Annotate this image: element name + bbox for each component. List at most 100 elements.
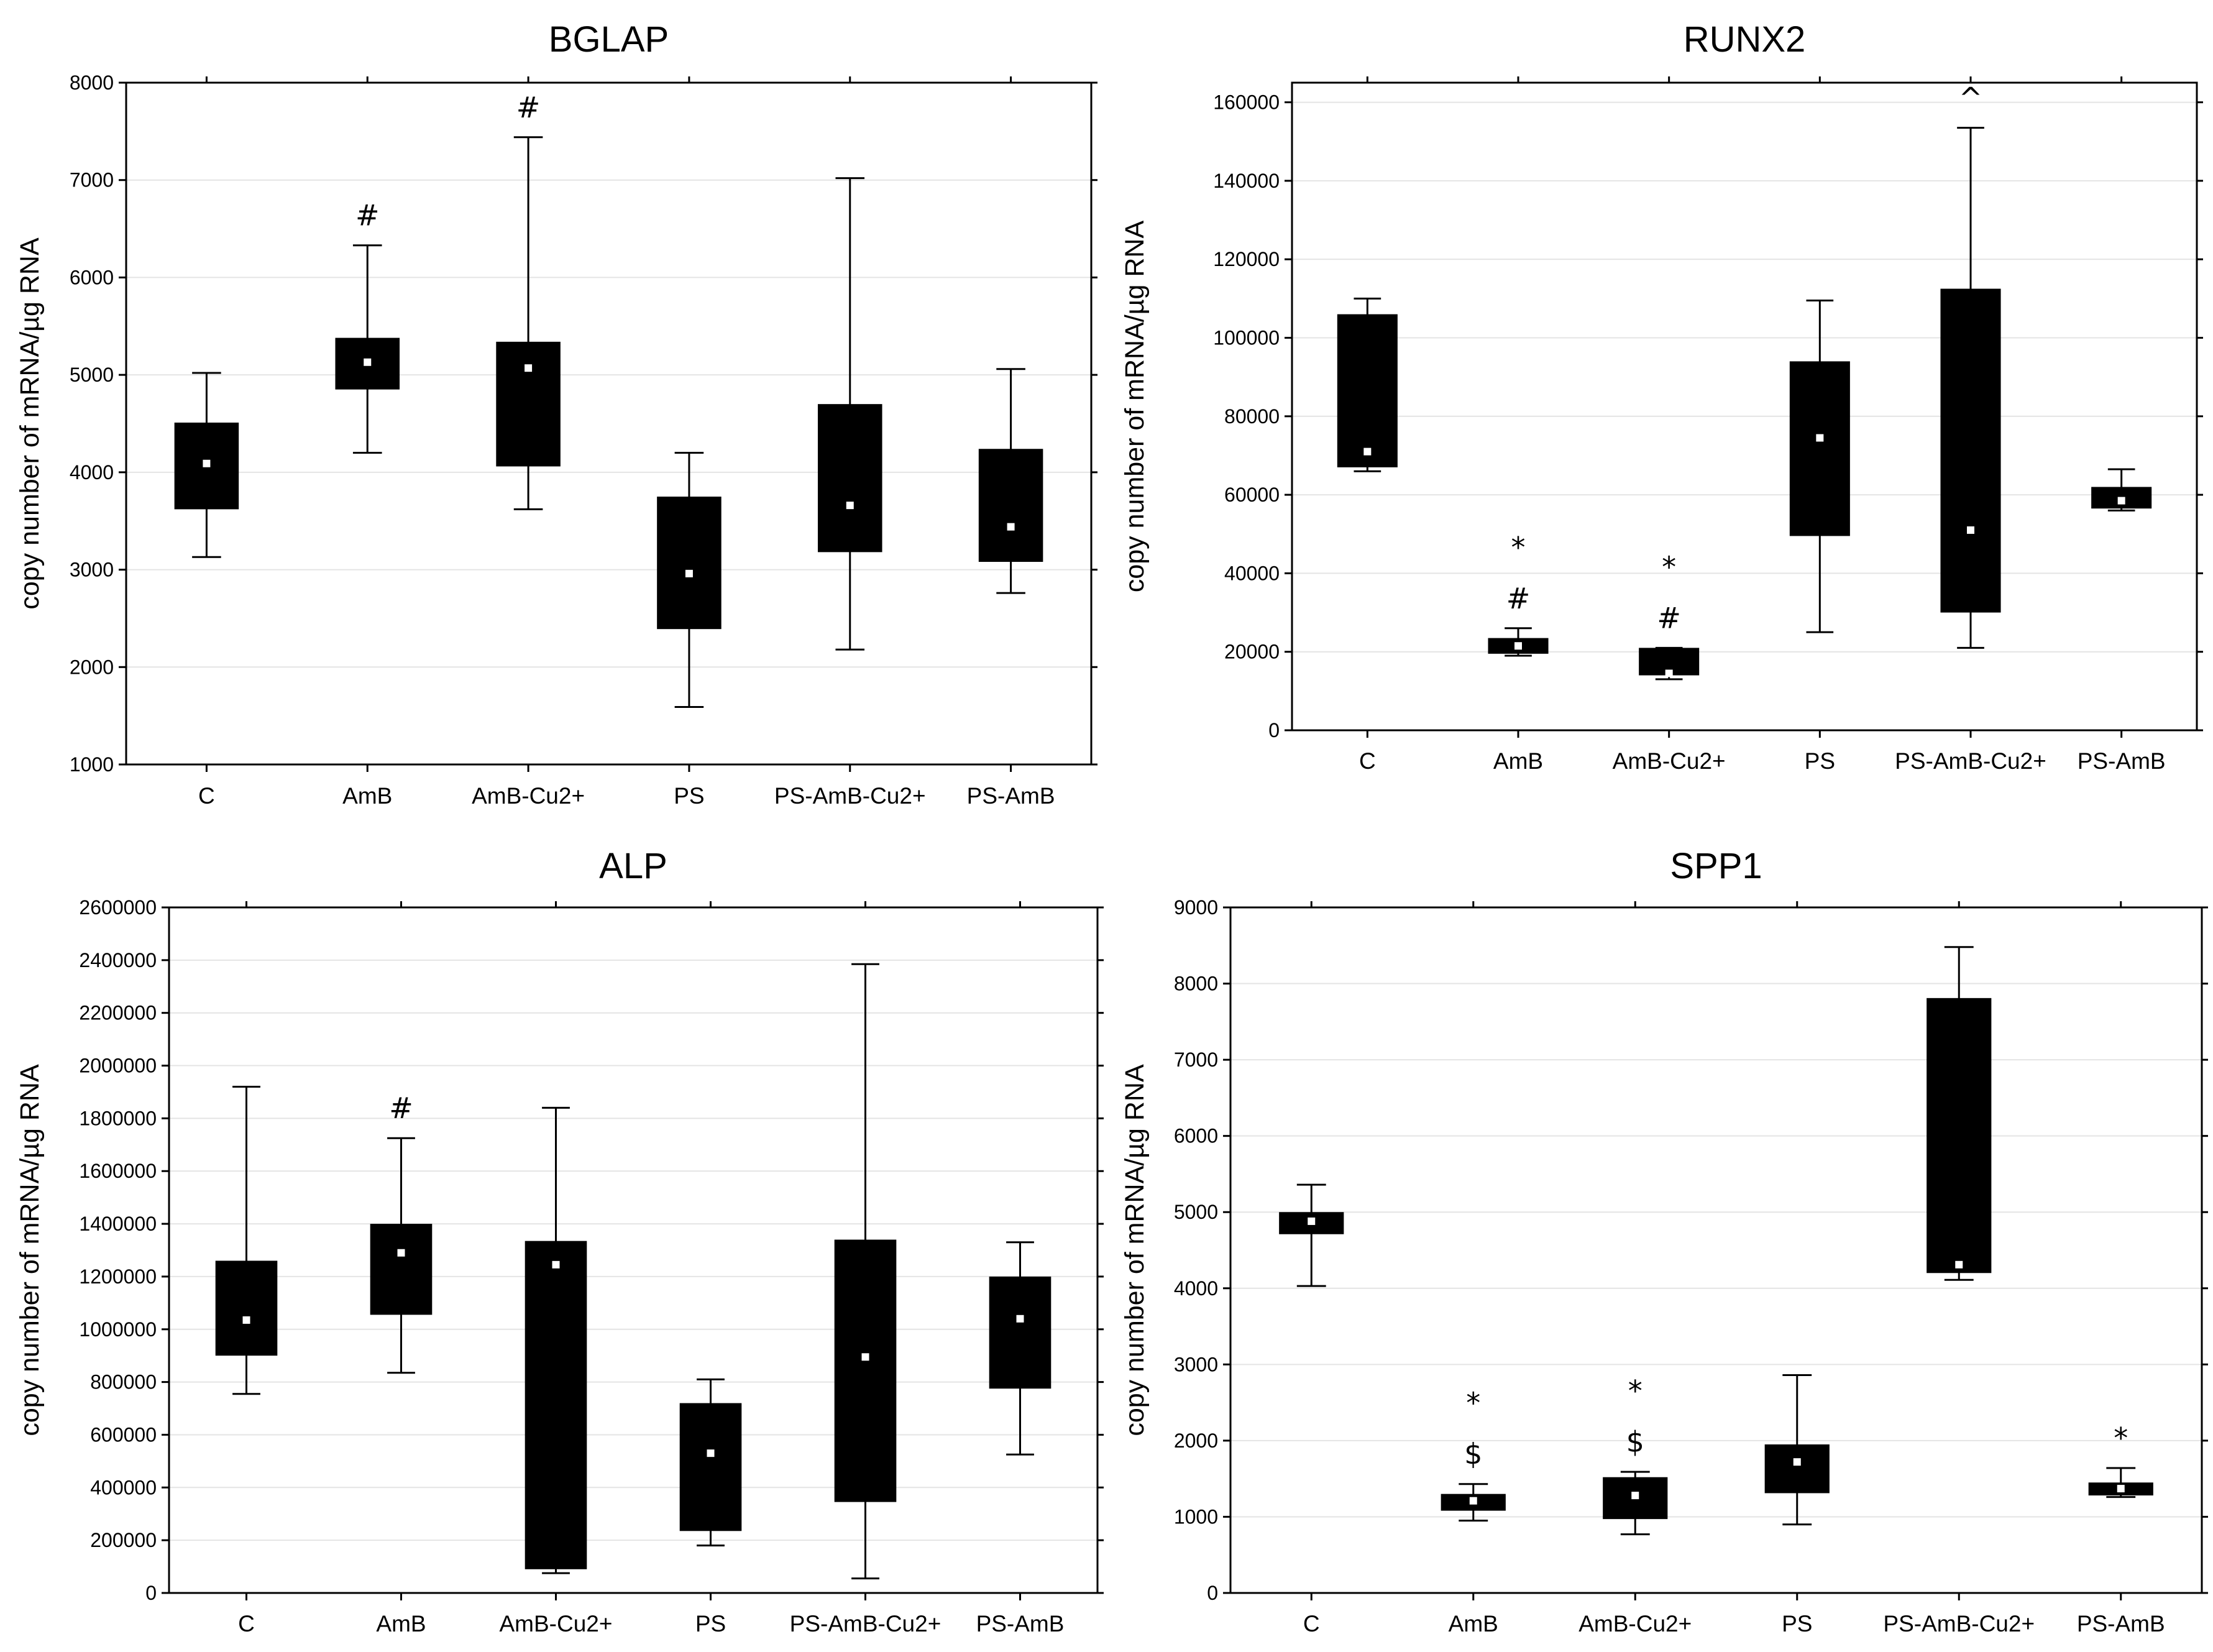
chart-spp1: SPP1 copy number of mRNA/µg RNA 0 1000 2000 3… — [1120, 846, 2208, 1636]
median-marker — [2117, 1485, 2125, 1493]
chart-bglap: BGLAP copy number of mRNA/µg RNA 1000 2000 3… — [15, 19, 1097, 809]
iqr-box — [370, 1224, 433, 1315]
box-ps-amb-cu2plus: ^ — [1940, 81, 2001, 649]
box-ps-amb-cu2plus — [834, 963, 897, 1580]
y-tick-label: 1800000 — [79, 1107, 157, 1129]
median-marker — [861, 1353, 869, 1361]
y-tick-label: 2000000 — [79, 1055, 157, 1077]
median-marker — [1816, 434, 1824, 442]
y-tick-label: 8000 — [70, 71, 114, 94]
y-tick-label: 3000 — [1174, 1353, 1218, 1375]
box-amb: $* — [1441, 1387, 1506, 1522]
iqr-box — [989, 1276, 1052, 1389]
x-tick-label: C — [1303, 1611, 1320, 1636]
y-tick-label: 600000 — [90, 1423, 157, 1446]
median-marker — [1514, 642, 1522, 650]
chart-title: SPP1 — [1670, 846, 1762, 886]
plot-frame — [1229, 906, 2203, 1594]
significance-hash: # — [355, 199, 380, 232]
y-tick-label: 1000000 — [79, 1318, 157, 1341]
median-marker — [1308, 1217, 1316, 1225]
y-tick-label: 2200000 — [79, 1002, 157, 1024]
significance-asterisk: * — [2114, 1421, 2128, 1455]
y-tick-label: 100000 — [1213, 326, 1280, 349]
y-axis-label: copy number of mRNA/µg RNA — [15, 1064, 45, 1436]
x-tick-label: PS-AmB — [967, 783, 1055, 809]
plot-frame — [168, 906, 1099, 1594]
box-c — [215, 1085, 278, 1395]
y-tick-label: 5000 — [1174, 1201, 1218, 1223]
median-marker — [707, 1449, 715, 1457]
box-ps — [657, 452, 722, 709]
median-marker — [685, 569, 693, 577]
chart-title: ALP — [599, 846, 667, 886]
median-marker — [2117, 497, 2125, 505]
box-ps-amb — [978, 368, 1043, 594]
chart-title: RUNX2 — [1684, 19, 1806, 60]
iqr-box — [834, 1239, 897, 1502]
y-tick-label: 4000 — [70, 461, 114, 484]
x-tick-label: C — [1359, 748, 1376, 774]
y-tick-label: 5000 — [70, 364, 114, 386]
y-tick-label: 80000 — [1224, 405, 1280, 428]
box-amb: # — [335, 199, 400, 454]
chart-title: BGLAP — [549, 19, 669, 60]
x-tick-label: C — [198, 783, 215, 809]
y-tick-label: 7000 — [1174, 1049, 1218, 1071]
significance-hash: # — [516, 91, 541, 124]
y-tick-label: 2400000 — [79, 949, 157, 971]
box-ps-amb-cu2plus — [1927, 946, 1992, 1281]
y-axis-label: copy number of mRNA/µg RNA — [15, 237, 45, 610]
iqr-box — [496, 341, 561, 467]
x-tick-label: AmB-Cu2+ — [1578, 1611, 1692, 1636]
y-tick-label: 1000 — [70, 753, 114, 776]
significance-caret: ^ — [1959, 81, 1983, 115]
box-amb-cu2plus — [525, 1106, 587, 1574]
median-marker — [525, 364, 533, 372]
x-tick-label: PS-AmB — [2078, 748, 2166, 774]
x-tick-label: AmB — [1449, 1611, 1498, 1636]
median-marker — [1363, 447, 1372, 456]
box-ps-amb — [989, 1241, 1052, 1456]
x-tick-label: PS-AmB-Cu2+ — [790, 1611, 942, 1636]
box-amb-cu2plus: # — [496, 91, 561, 510]
median-marker — [397, 1249, 405, 1257]
median-marker — [1955, 1260, 1963, 1269]
y-tick-label: 2600000 — [79, 896, 157, 919]
box-ps-amb-cu2plus — [817, 177, 882, 651]
box-c — [1279, 1183, 1344, 1287]
y-tick-label: 2000 — [70, 656, 114, 678]
y-tick-label: 0 — [1207, 1582, 1218, 1604]
box-c — [174, 372, 239, 558]
y-tick-label: 800000 — [90, 1371, 157, 1393]
iqr-box — [1764, 1444, 1830, 1494]
y-tick-label: 3000 — [70, 559, 114, 581]
box-ps-amb: * — [2088, 1421, 2153, 1498]
median-marker — [552, 1260, 560, 1269]
iqr-box — [1927, 998, 1992, 1273]
box-ps — [1789, 299, 1850, 633]
significance-asterisk: * — [1662, 550, 1676, 584]
x-tick-label: PS — [1782, 1611, 1812, 1636]
box-amb: # — [370, 1091, 433, 1374]
y-tick-label: 200000 — [90, 1529, 157, 1551]
y-tick-label: 140000 — [1213, 170, 1280, 192]
median-marker — [364, 358, 372, 366]
x-tick-label: AmB-Cu2+ — [500, 1611, 613, 1636]
box-ps — [679, 1378, 742, 1547]
median-marker — [203, 459, 211, 467]
median-marker — [242, 1316, 250, 1324]
median-marker — [1016, 1315, 1024, 1323]
iqr-box — [978, 449, 1043, 562]
median-marker — [1631, 1492, 1639, 1500]
y-tick-label: 160000 — [1213, 91, 1280, 114]
x-tick-label: PS — [674, 783, 704, 809]
box-amb-cu2plus: $* — [1603, 1374, 1668, 1536]
x-tick-label: PS-AmB-Cu2+ — [1883, 1611, 2035, 1636]
y-tick-label: 1400000 — [79, 1213, 157, 1235]
x-tick-label: AmB-Cu2+ — [472, 783, 585, 809]
iqr-box — [657, 497, 722, 630]
x-tick-label: AmB — [1493, 748, 1543, 774]
x-tick-label: AmB-Cu2+ — [1613, 748, 1726, 774]
